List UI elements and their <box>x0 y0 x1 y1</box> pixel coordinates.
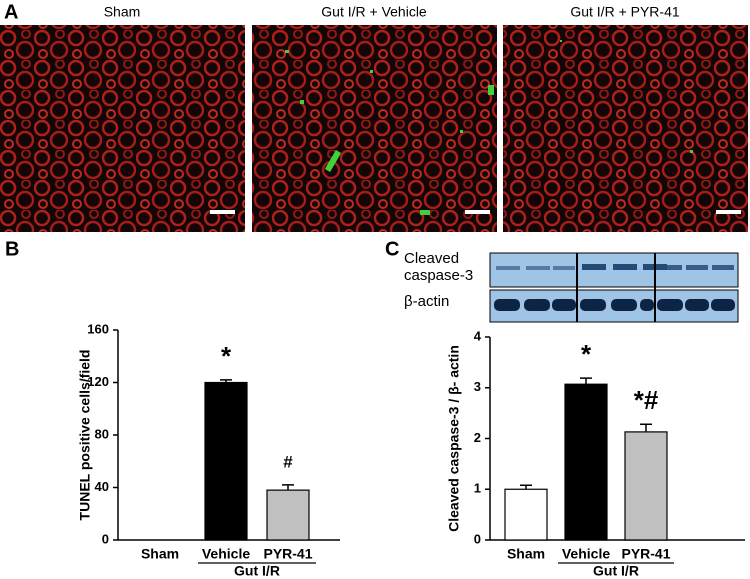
blot-row-label: β-actin <box>404 293 450 310</box>
y-tick-label: 120 <box>87 374 109 389</box>
bar <box>266 489 310 541</box>
western-blot <box>489 252 739 323</box>
micrograph <box>0 25 245 232</box>
panel-label: B <box>5 238 19 260</box>
blot-bands <box>494 299 735 311</box>
panel-label: C <box>385 238 399 260</box>
error-bar <box>520 484 532 490</box>
x-tick-label: Vehicle <box>202 546 250 562</box>
significance-mark: * <box>221 341 232 371</box>
error-bar <box>580 377 592 385</box>
y-tick-label: 40 <box>95 479 109 494</box>
tunel-stain <box>285 40 693 215</box>
y-tick-label: 80 <box>95 426 109 441</box>
bar <box>504 488 548 541</box>
y-tick-label: 3 <box>474 379 481 394</box>
significance-mark: * <box>581 339 592 369</box>
y-tick-label: 160 <box>87 321 109 336</box>
scale-bar <box>210 210 741 214</box>
blot-label-box: β-actin <box>404 293 450 310</box>
error-bar <box>220 379 232 383</box>
group-label: Gut I/R <box>593 563 639 579</box>
x-tick-label: PYR-41 <box>263 546 312 562</box>
x-tick-label: Vehicle <box>562 546 610 562</box>
group-label: Gut I/R <box>234 563 280 579</box>
image-title: Sham <box>104 4 141 20</box>
significance-mark: # <box>283 452 293 471</box>
y-tick-label: 0 <box>474 531 481 546</box>
x-tick-label: PYR-41 <box>621 546 670 562</box>
panel-label: A <box>4 1 18 23</box>
y-axis-label: Cleaved caspase-3 / β- actin <box>446 345 462 532</box>
error-bar <box>640 423 652 432</box>
micrograph <box>503 25 748 232</box>
x-tick-label: Sham <box>507 546 545 562</box>
x-tick-label: Sham <box>141 546 179 562</box>
y-tick-label: 4 <box>474 328 482 343</box>
y-tick-label: 1 <box>474 481 481 496</box>
y-tick-label: 0 <box>102 531 109 546</box>
image-title: Gut I/R + Vehicle <box>321 4 427 20</box>
y-axis-label: TUNEL positive cells/field <box>77 350 93 521</box>
image-title: Gut I/R + PYR-41 <box>570 4 680 20</box>
micrograph <box>252 25 497 232</box>
bar <box>564 383 608 541</box>
bar <box>624 431 668 541</box>
error-bar <box>282 484 294 491</box>
blot-label-box: Cleaved caspase-3 <box>404 250 474 284</box>
bar <box>204 381 248 541</box>
micrograph-group: Sham Gut I/R + Vehicle Gut I/R + PYR-41 <box>0 4 748 232</box>
significance-mark: *# <box>634 385 659 415</box>
y-tick-label: 2 <box>474 430 481 445</box>
blot-row-label: Cleaved caspase-3 <box>404 250 474 284</box>
